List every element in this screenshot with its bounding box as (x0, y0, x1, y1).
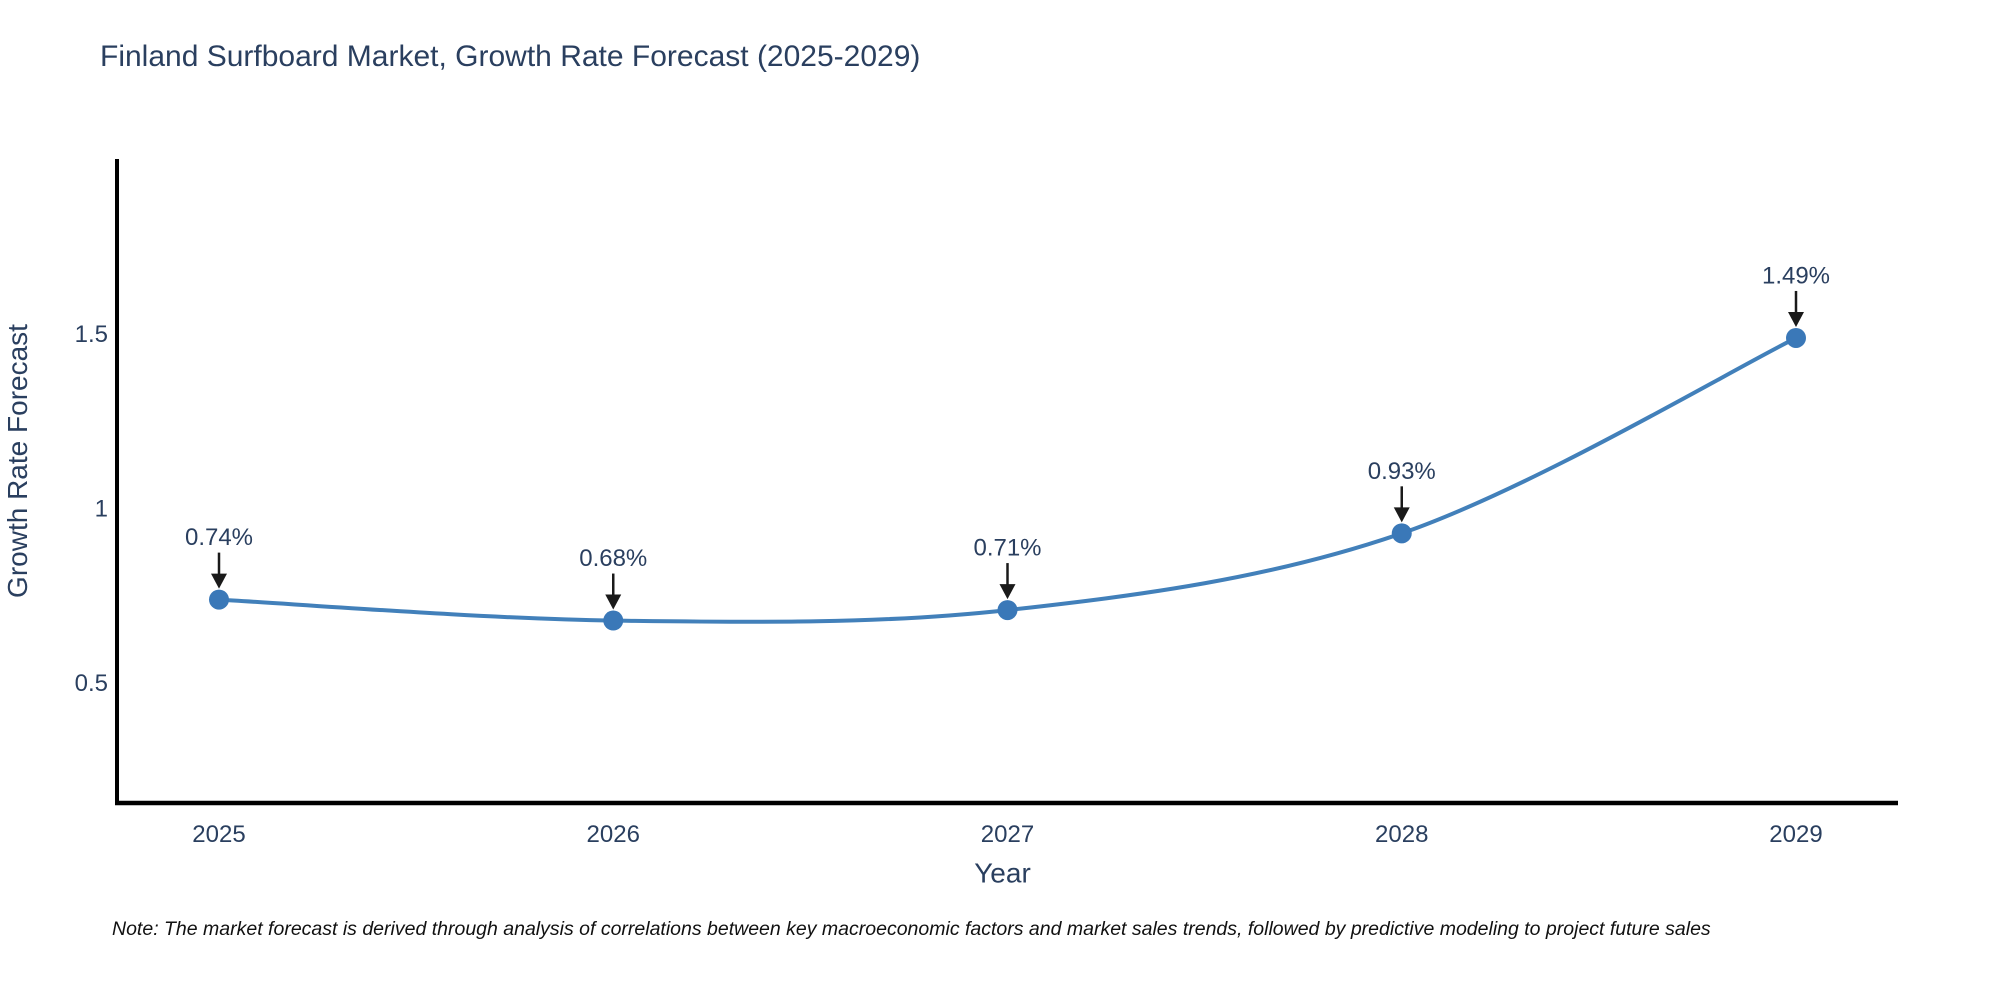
x-tick-label: 2025 (192, 821, 245, 848)
y-axis-title: Growth Rate Forecast (2, 324, 33, 598)
data-point-marker (1391, 523, 1412, 544)
annotation-arrowhead-icon (1393, 507, 1410, 523)
data-point-label: 0.93% (1368, 458, 1436, 485)
annotation-arrowhead-icon (605, 594, 622, 610)
data-point-marker (997, 600, 1018, 621)
data-point-label: 0.68% (579, 545, 647, 572)
x-tick-label: 2026 (587, 821, 640, 848)
annotation-arrowhead-icon (1788, 311, 1804, 327)
data-point-label: 0.71% (973, 535, 1041, 562)
annotation-arrowhead-icon (999, 584, 1016, 600)
y-tick-label: 0.5 (75, 670, 108, 697)
footnote: Note: The market forecast is derived thr… (112, 918, 1711, 940)
y-tick-label: 1 (95, 495, 108, 522)
x-tick-label: 2028 (1375, 821, 1428, 848)
annotation-arrowhead-icon (211, 573, 227, 589)
data-point-marker (1786, 327, 1806, 348)
data-point-marker (209, 589, 229, 610)
data-point-label: 1.49% (1762, 262, 1830, 289)
x-tick-label: 2029 (1769, 821, 1822, 848)
x-axis-title: Year (974, 858, 1031, 889)
chart-title: Finland Surfboard Market, Growth Rate Fo… (100, 40, 921, 73)
y-tick-label: 1.5 (75, 321, 108, 348)
data-point-marker (603, 610, 624, 631)
x-tick-label: 2027 (981, 821, 1034, 848)
data-point-label: 0.74% (185, 524, 253, 551)
